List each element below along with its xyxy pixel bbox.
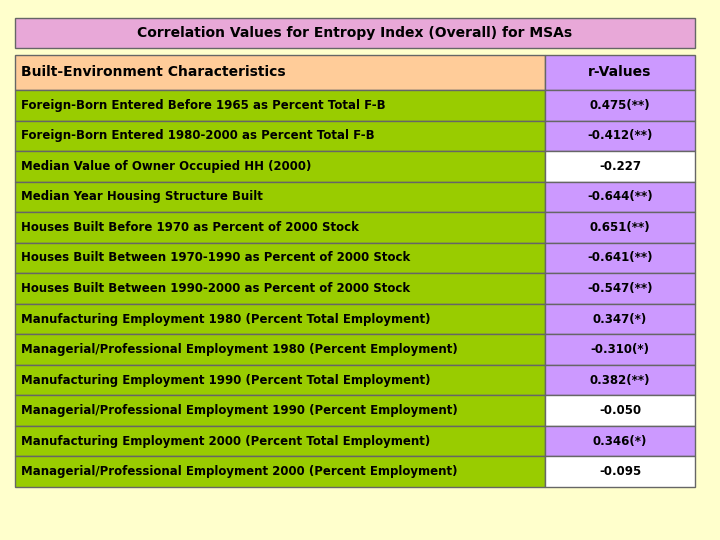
Bar — [15, 181, 545, 212]
Text: Median Year Housing Structure Built: Median Year Housing Structure Built — [21, 191, 263, 204]
Text: Houses Built Between 1990-2000 as Percent of 2000 Stock: Houses Built Between 1990-2000 as Percen… — [21, 282, 410, 295]
Bar — [545, 242, 695, 273]
Bar — [15, 334, 545, 365]
Text: r-Values: r-Values — [588, 65, 652, 79]
Bar — [15, 242, 545, 273]
Bar — [545, 55, 695, 90]
Bar — [545, 273, 695, 304]
Bar — [545, 334, 695, 365]
Bar — [545, 456, 695, 487]
Text: -0.547(**): -0.547(**) — [588, 282, 653, 295]
Bar — [15, 18, 695, 48]
Text: Foreign-Born Entered 1980-2000 as Percent Total F-B: Foreign-Born Entered 1980-2000 as Percen… — [21, 129, 374, 143]
Text: Managerial/Professional Employment 2000 (Percent Employment): Managerial/Professional Employment 2000 … — [21, 465, 457, 478]
Bar — [545, 181, 695, 212]
Text: 0.347(*): 0.347(*) — [593, 313, 647, 326]
Text: Foreign-Born Entered Before 1965 as Percent Total F-B: Foreign-Born Entered Before 1965 as Perc… — [21, 99, 386, 112]
Bar — [15, 90, 545, 120]
Bar — [15, 212, 545, 242]
Text: Manufacturing Employment 2000 (Percent Total Employment): Manufacturing Employment 2000 (Percent T… — [21, 435, 431, 448]
Bar — [545, 395, 695, 426]
Bar — [15, 273, 545, 304]
Bar — [545, 426, 695, 456]
Text: Built-Environment Characteristics: Built-Environment Characteristics — [21, 65, 286, 79]
Text: Correlation Values for Entropy Index (Overall) for MSAs: Correlation Values for Entropy Index (Ov… — [138, 26, 572, 40]
Text: Houses Built Between 1970-1990 as Percent of 2000 Stock: Houses Built Between 1970-1990 as Percen… — [21, 252, 410, 265]
Text: -0.310(*): -0.310(*) — [590, 343, 649, 356]
Text: Manufacturing Employment 1990 (Percent Total Employment): Manufacturing Employment 1990 (Percent T… — [21, 374, 431, 387]
Text: Managerial/Professional Employment 1990 (Percent Employment): Managerial/Professional Employment 1990 … — [21, 404, 458, 417]
Bar — [545, 151, 695, 181]
Text: Houses Built Before 1970 as Percent of 2000 Stock: Houses Built Before 1970 as Percent of 2… — [21, 221, 359, 234]
Text: 0.382(**): 0.382(**) — [590, 374, 650, 387]
Text: 0.651(**): 0.651(**) — [590, 221, 650, 234]
Text: -0.412(**): -0.412(**) — [588, 129, 653, 143]
Text: -0.641(**): -0.641(**) — [588, 252, 653, 265]
Bar — [15, 365, 545, 395]
Text: Manufacturing Employment 1980 (Percent Total Employment): Manufacturing Employment 1980 (Percent T… — [21, 313, 431, 326]
Bar — [545, 365, 695, 395]
Text: -0.050: -0.050 — [599, 404, 641, 417]
Text: -0.227: -0.227 — [599, 160, 641, 173]
Bar — [545, 120, 695, 151]
Bar — [15, 426, 545, 456]
Text: 0.475(**): 0.475(**) — [590, 99, 650, 112]
Bar — [15, 151, 545, 181]
Bar — [15, 395, 545, 426]
Text: 0.346(*): 0.346(*) — [593, 435, 647, 448]
Bar — [15, 456, 545, 487]
Bar — [545, 212, 695, 242]
Bar — [545, 90, 695, 120]
Text: -0.644(**): -0.644(**) — [588, 191, 653, 204]
Bar — [15, 55, 545, 90]
Text: -0.095: -0.095 — [599, 465, 641, 478]
Bar — [545, 304, 695, 334]
Text: Median Value of Owner Occupied HH (2000): Median Value of Owner Occupied HH (2000) — [21, 160, 311, 173]
Bar — [15, 120, 545, 151]
Text: Managerial/Professional Employment 1980 (Percent Employment): Managerial/Professional Employment 1980 … — [21, 343, 458, 356]
Bar — [15, 304, 545, 334]
